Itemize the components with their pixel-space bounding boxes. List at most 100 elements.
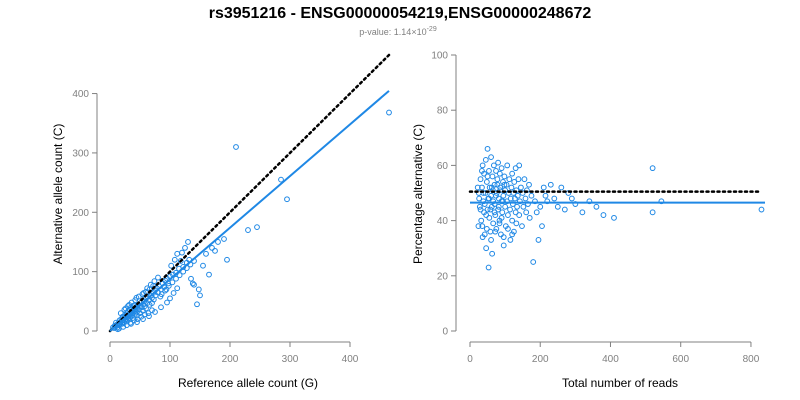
y-tick-label: 400 xyxy=(72,89,89,100)
data-point xyxy=(504,162,511,169)
scatter-plot-allele-counts: 0 100 200 300 400 0 100 200 300 400 Reference alle… xyxy=(51,53,392,390)
data-point xyxy=(498,214,505,221)
y-tick-label: 0 xyxy=(83,327,89,338)
data-point xyxy=(479,162,486,169)
y-tick-label: 200 xyxy=(72,208,89,219)
chart-subtitle: p-value: 1.14×10-29 xyxy=(359,26,437,37)
y-tick-label: 40 xyxy=(437,216,449,227)
data-point xyxy=(386,109,392,116)
data-point xyxy=(514,192,521,199)
data-point xyxy=(523,209,530,216)
data-point xyxy=(133,294,140,301)
y-tick-label: 80 xyxy=(437,106,449,117)
data-point xyxy=(194,301,200,308)
data-point xyxy=(152,309,158,315)
data-point xyxy=(516,212,523,218)
data-point xyxy=(494,181,501,188)
data-point xyxy=(168,262,175,269)
data-point xyxy=(182,244,188,251)
subtitle-exponent: -29 xyxy=(427,26,437,33)
data-point xyxy=(209,244,215,251)
data-point xyxy=(254,224,260,231)
data-point xyxy=(501,173,508,180)
data-point xyxy=(537,203,544,210)
data-point xyxy=(477,206,484,213)
x-axis-label: Total number of reads xyxy=(562,376,678,390)
data-point xyxy=(245,227,251,233)
data-point xyxy=(488,184,495,191)
y-tick-label: 100 xyxy=(431,51,448,62)
data-point xyxy=(149,307,155,314)
data-point xyxy=(511,179,518,185)
data-point xyxy=(572,201,579,207)
data-point xyxy=(539,223,545,230)
y-tick-label: 20 xyxy=(437,271,449,282)
scatter-plot-percentage-alternative: 0 200 400 600 800 0 20 40 60 80 100 Total number of… xyxy=(411,51,765,390)
data-point xyxy=(505,225,511,232)
data-point xyxy=(512,165,519,172)
reference-line xyxy=(108,53,391,333)
x-tick-label: 300 xyxy=(282,354,299,365)
data-point xyxy=(530,259,537,265)
data-point xyxy=(486,214,493,221)
data-point xyxy=(492,212,499,218)
data-point xyxy=(485,264,492,271)
data-point xyxy=(483,225,490,232)
data-point xyxy=(568,195,575,202)
data-point xyxy=(482,190,489,196)
x-tick-label: 0 xyxy=(467,354,473,365)
data-point xyxy=(143,305,149,312)
data-point xyxy=(134,319,140,325)
subtitle-prefix: p-value: 1.14×10 xyxy=(359,27,426,37)
data-point xyxy=(224,256,230,263)
data-point xyxy=(520,203,527,210)
data-point xyxy=(487,206,494,213)
y-tick-label: 0 xyxy=(442,327,448,338)
data-point xyxy=(162,287,169,294)
data-point xyxy=(540,184,547,191)
data-point xyxy=(500,242,507,249)
x-tick-label: 200 xyxy=(222,354,239,365)
data-point xyxy=(579,209,586,216)
y-axis-label: Percentage alternative (C) xyxy=(411,124,425,264)
data-point xyxy=(516,198,523,205)
x-tick-label: 400 xyxy=(342,354,359,365)
data-point xyxy=(547,181,554,188)
data-point xyxy=(611,214,617,221)
data-point xyxy=(495,203,502,210)
data-point xyxy=(649,165,656,172)
data-point xyxy=(278,176,284,183)
data-point xyxy=(514,203,520,210)
data-point xyxy=(600,212,607,218)
data-point xyxy=(503,198,510,205)
data-point xyxy=(535,237,542,243)
data-point xyxy=(495,159,501,166)
data-point xyxy=(128,320,134,327)
data-point xyxy=(126,301,133,308)
data-point xyxy=(206,271,212,278)
data-point xyxy=(122,305,129,312)
data-point xyxy=(512,209,519,216)
data-point xyxy=(174,285,181,292)
data-point xyxy=(170,290,177,296)
data-point xyxy=(147,281,154,288)
data-point xyxy=(479,168,485,174)
data-point xyxy=(284,196,290,203)
data-point xyxy=(121,306,128,313)
data-point xyxy=(542,192,549,199)
data-point xyxy=(491,209,498,216)
data-point xyxy=(144,285,151,292)
data-point xyxy=(483,212,490,218)
data-point xyxy=(509,217,516,224)
data-point xyxy=(525,201,531,207)
data-point xyxy=(544,198,551,205)
data-point xyxy=(117,310,124,317)
data-point xyxy=(131,317,137,324)
data-point xyxy=(505,212,511,218)
data-point xyxy=(493,192,499,199)
data-point xyxy=(507,195,514,202)
data-point xyxy=(158,304,164,311)
data-point xyxy=(495,206,501,213)
data-point xyxy=(593,203,600,210)
data-point xyxy=(203,250,209,257)
